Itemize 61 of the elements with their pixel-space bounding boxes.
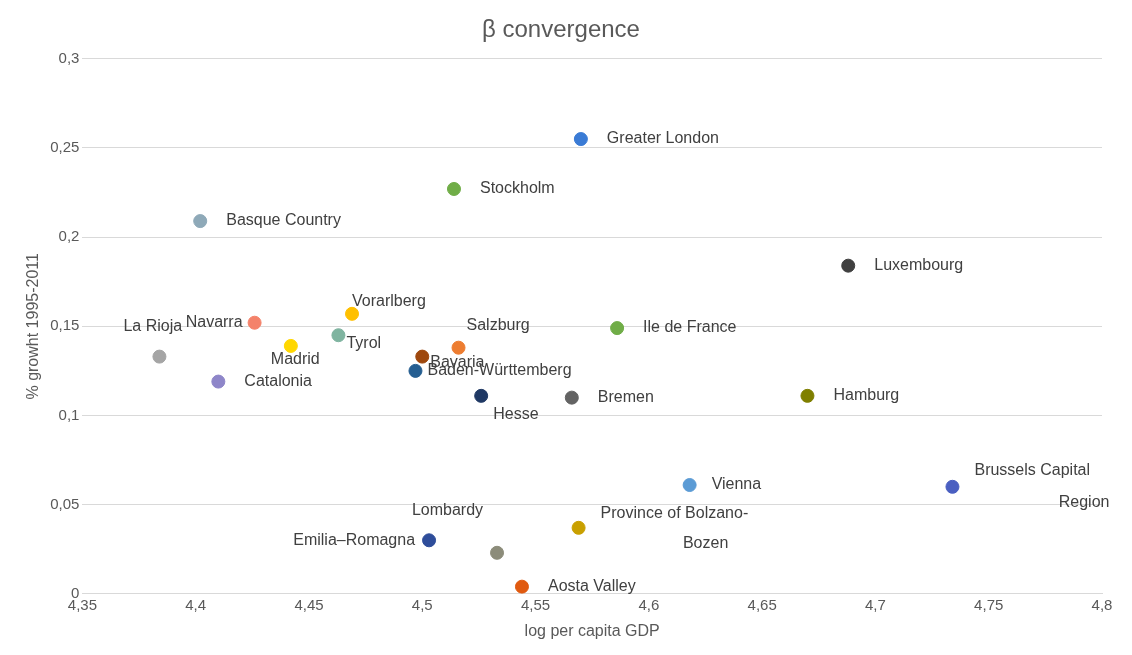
annotation: Stockholm: [479, 179, 555, 197]
annotation: Tyrol: [346, 333, 382, 351]
point: [841, 258, 856, 273]
annotation: Hamburg: [833, 386, 900, 404]
point: [564, 390, 579, 405]
x-tick-label: 4,65: [747, 595, 777, 613]
y-tick-label: 0,2: [58, 227, 80, 245]
point: [800, 388, 815, 403]
annotation: La Rioja: [123, 317, 183, 335]
point: [514, 579, 529, 594]
x-tick-label: 4,55: [520, 595, 551, 613]
y-tick-label: 0,05: [50, 494, 80, 512]
point: [446, 181, 461, 196]
annotation: Madrid: [270, 350, 320, 368]
y-axis-title: % growht 1995-2011: [24, 252, 42, 400]
point: [682, 478, 697, 493]
x-tick-label: 4,75: [974, 595, 1004, 613]
point: [573, 132, 588, 147]
annotation: Salzburg: [466, 316, 530, 334]
annotation: Emilia–Romagna: [293, 530, 416, 548]
annotation: Bremen: [597, 388, 654, 406]
y-tick-label: 0,3: [58, 48, 80, 66]
point: [331, 328, 346, 343]
point: [211, 374, 226, 389]
point: [408, 363, 423, 378]
x-tick-label: 4,4: [185, 595, 207, 613]
annotation: Navarra: [185, 313, 243, 331]
point: [415, 349, 430, 364]
x-axis-title: log per capita GDP: [524, 621, 660, 639]
point: [451, 340, 466, 355]
point: [571, 520, 586, 535]
point: [247, 315, 262, 330]
chart-title: β convergence: [482, 15, 640, 43]
x-tick-label: 4,5: [411, 595, 433, 613]
x-tick-label: 4,7: [864, 595, 886, 613]
annotation: Luxembourg: [874, 256, 964, 274]
annotation: Catalonia: [244, 371, 313, 389]
annotation: Hesse: [493, 405, 539, 423]
annotation: Vienna: [711, 475, 762, 493]
x-tick-label: 4,6: [638, 595, 660, 613]
y-tick-label: 0,25: [50, 138, 80, 156]
annotation: Vorarlberg: [352, 292, 426, 310]
annotation: Aosta Valley: [547, 577, 636, 595]
annotation: Greater London: [606, 129, 719, 147]
point: [490, 545, 505, 560]
annotation: Brussels Capital Region: [974, 461, 1110, 511]
annotation: Province of Bolzano-Bozen: [600, 504, 749, 552]
annotation: Basque Country: [226, 211, 341, 229]
point: [474, 388, 489, 403]
point: [422, 533, 437, 548]
point: [610, 321, 625, 336]
y-tick-label: 0,15: [50, 316, 80, 334]
point: [945, 479, 960, 494]
annotation: Lombardy: [411, 501, 484, 519]
point: [283, 338, 298, 353]
x-tick-label: 4,8: [1091, 595, 1113, 613]
point: [152, 349, 167, 364]
x-tick-label: 4,45: [294, 595, 324, 613]
y-tick-label: 0,1: [58, 405, 80, 423]
point: [193, 214, 208, 229]
annotation: Ile de France: [643, 318, 737, 336]
